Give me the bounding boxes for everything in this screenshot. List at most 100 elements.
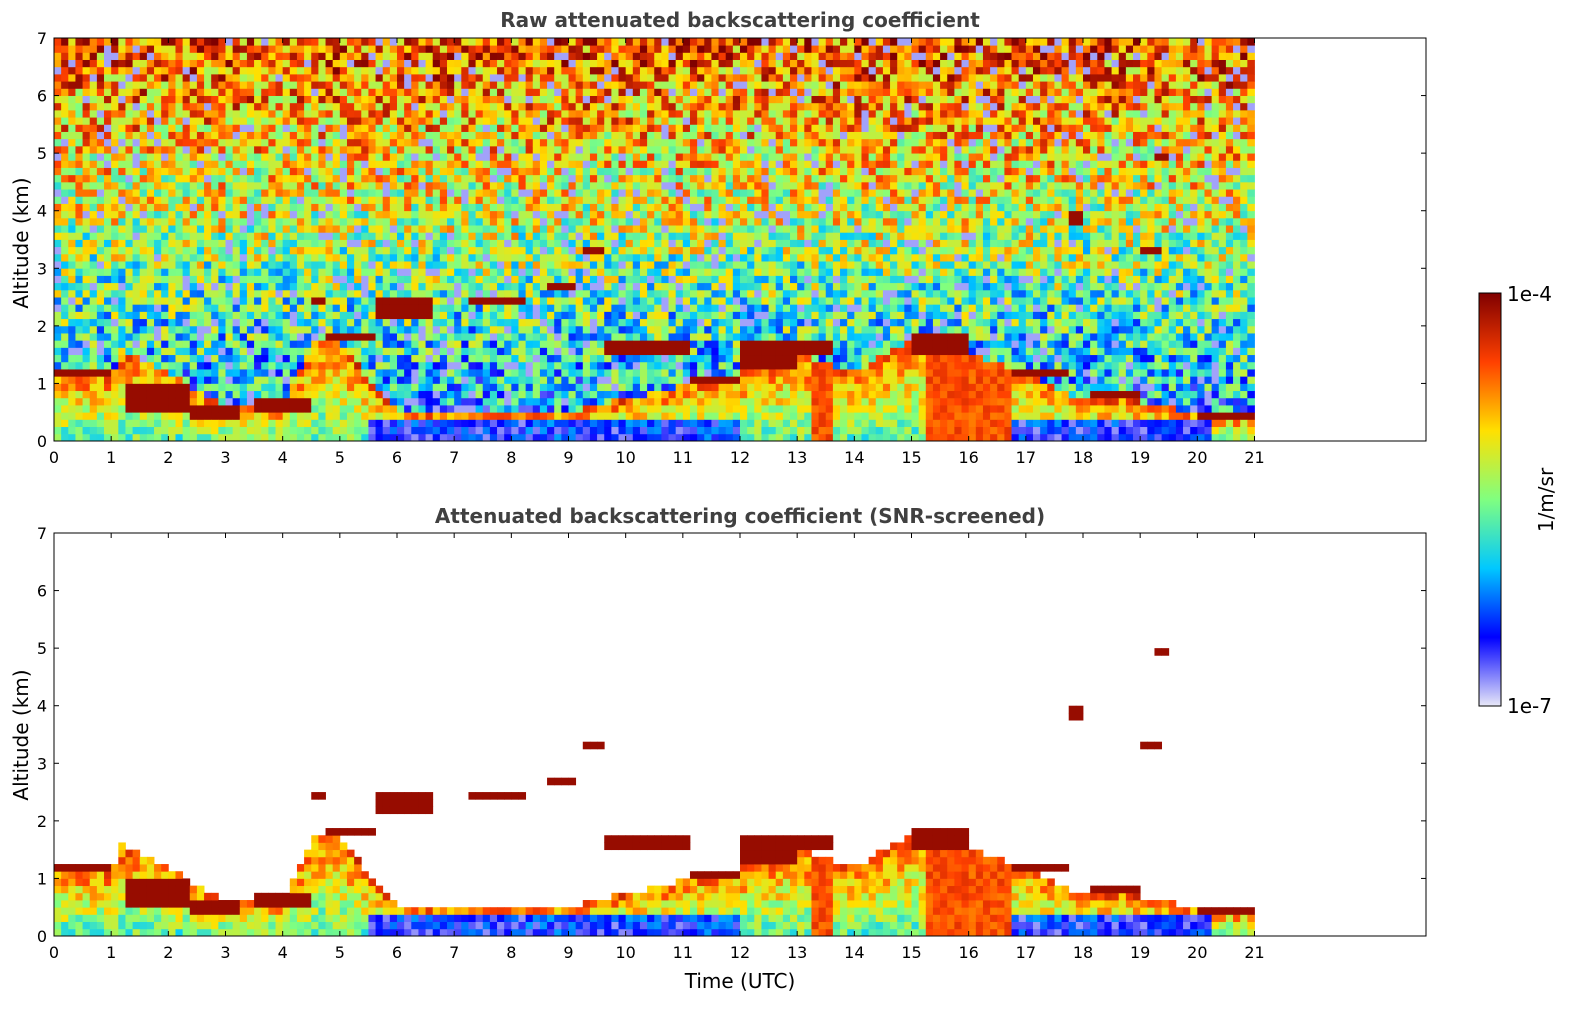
- heatmap-cell: [282, 124, 291, 132]
- heatmap-cell: [511, 340, 519, 348]
- heatmap-cell: [311, 189, 319, 197]
- heatmap-cell: [604, 81, 612, 89]
- heatmap-cell: [382, 210, 391, 219]
- heatmap-cell: [289, 325, 298, 334]
- heatmap-cell: [354, 354, 362, 363]
- heatmap-cell: [604, 304, 612, 312]
- heatmap-cell: [239, 174, 248, 183]
- heatmap-cell: [604, 246, 612, 255]
- heatmap-cell: [225, 275, 234, 284]
- heatmap-cell: [447, 361, 455, 370]
- heatmap-cell: [654, 153, 662, 161]
- heatmap-cell: [625, 383, 634, 392]
- heatmap-cell: [189, 239, 198, 248]
- heatmap-cell: [339, 239, 348, 248]
- heatmap-cell: [304, 304, 312, 312]
- heatmap-cell: [161, 289, 169, 298]
- heatmap-cell: [211, 145, 219, 154]
- heatmap-cell: [411, 196, 419, 204]
- heatmap-cell: [475, 318, 484, 327]
- heatmap-cell: [582, 318, 591, 327]
- heatmap-cell: [111, 268, 119, 276]
- heatmap-cell: [96, 109, 105, 118]
- heatmap-cell: [368, 419, 376, 428]
- heatmap-cell: [75, 153, 83, 161]
- heatmap-cell: [154, 253, 162, 262]
- heatmap-cell: [218, 102, 226, 111]
- heatmap-cell: [154, 153, 162, 161]
- heatmap-cell: [218, 297, 226, 305]
- heatmap-cell: [146, 131, 155, 140]
- heatmap-cell: [175, 174, 184, 183]
- heatmap-cell: [375, 397, 384, 406]
- heatmap-cell: [597, 318, 605, 327]
- heatmap-cell: [225, 426, 234, 435]
- heatmap-cell: [139, 181, 148, 190]
- heatmap-cell: [411, 419, 419, 428]
- heatmap-cell: [489, 412, 498, 420]
- heatmap-cell: [304, 340, 312, 348]
- heatmap-cell: [218, 268, 226, 276]
- heatmap-cell: [139, 354, 148, 363]
- heatmap-cell: [161, 189, 169, 197]
- heatmap-cell: [339, 217, 348, 226]
- heatmap-cell: [211, 102, 219, 111]
- heatmap-cell: [589, 66, 598, 75]
- heatmap-cell: [611, 390, 619, 399]
- heatmap-cell: [647, 59, 655, 68]
- heatmap-cell: [597, 261, 605, 269]
- heatmap-cell: [589, 369, 598, 377]
- heatmap-cell: [89, 347, 98, 356]
- heatmap-cell: [632, 390, 641, 399]
- heatmap-cell: [439, 239, 448, 248]
- heatmap-cell: [475, 131, 484, 140]
- heatmap-cell: [289, 189, 298, 197]
- heatmap-cell: [104, 196, 112, 204]
- heatmap-cell: [161, 38, 169, 46]
- heatmap-cell: [597, 117, 605, 125]
- heatmap-cell: [604, 340, 612, 348]
- heatmap-cell: [425, 318, 434, 327]
- heatmap-cell: [661, 160, 669, 168]
- heatmap-cell: [218, 311, 226, 320]
- heatmap-cell: [611, 117, 619, 125]
- heatmap-cell: [561, 73, 569, 82]
- heatmap-cell: [68, 376, 76, 384]
- heatmap-cell: [104, 282, 112, 291]
- heatmap-cell: [511, 390, 519, 399]
- heatmap-cell: [296, 160, 305, 168]
- heatmap-cell: [111, 174, 119, 183]
- heatmap-cell: [254, 246, 262, 255]
- heatmap-cell: [318, 383, 326, 392]
- heatmap-cell: [647, 145, 655, 154]
- heatmap-cell: [332, 340, 341, 348]
- heatmap-cell: [311, 426, 319, 435]
- heatmap-cell: [461, 174, 469, 183]
- heatmap-cell: [75, 138, 83, 147]
- heatmap-cell: [647, 426, 655, 435]
- heatmap-cell: [632, 325, 641, 334]
- heatmap-cell: [211, 383, 219, 392]
- heatmap-cell: [447, 59, 455, 68]
- heatmap-cell: [418, 354, 426, 363]
- heatmap-cell: [475, 311, 484, 320]
- heatmap-cell: [468, 52, 477, 60]
- heatmap-cell: [232, 232, 241, 240]
- heatmap-cell: [404, 311, 412, 320]
- heatmap-cell: [68, 203, 76, 212]
- heatmap-cell: [532, 405, 541, 413]
- heatmap-cell: [132, 311, 141, 320]
- heatmap-cell: [482, 275, 491, 284]
- heatmap-cell: [582, 397, 591, 406]
- heatmap-cell: [532, 239, 541, 248]
- heatmap-cell: [282, 361, 291, 370]
- heatmap-cell: [668, 405, 677, 413]
- heatmap-cell: [404, 66, 412, 75]
- heatmap-cell: [618, 131, 627, 140]
- heatmap-cell: [468, 109, 477, 118]
- heatmap-cell: [532, 376, 541, 384]
- heatmap-cell: [225, 117, 234, 125]
- heatmap-cell: [389, 59, 398, 68]
- heatmap-cell: [389, 66, 398, 75]
- heatmap-cell: [232, 390, 241, 399]
